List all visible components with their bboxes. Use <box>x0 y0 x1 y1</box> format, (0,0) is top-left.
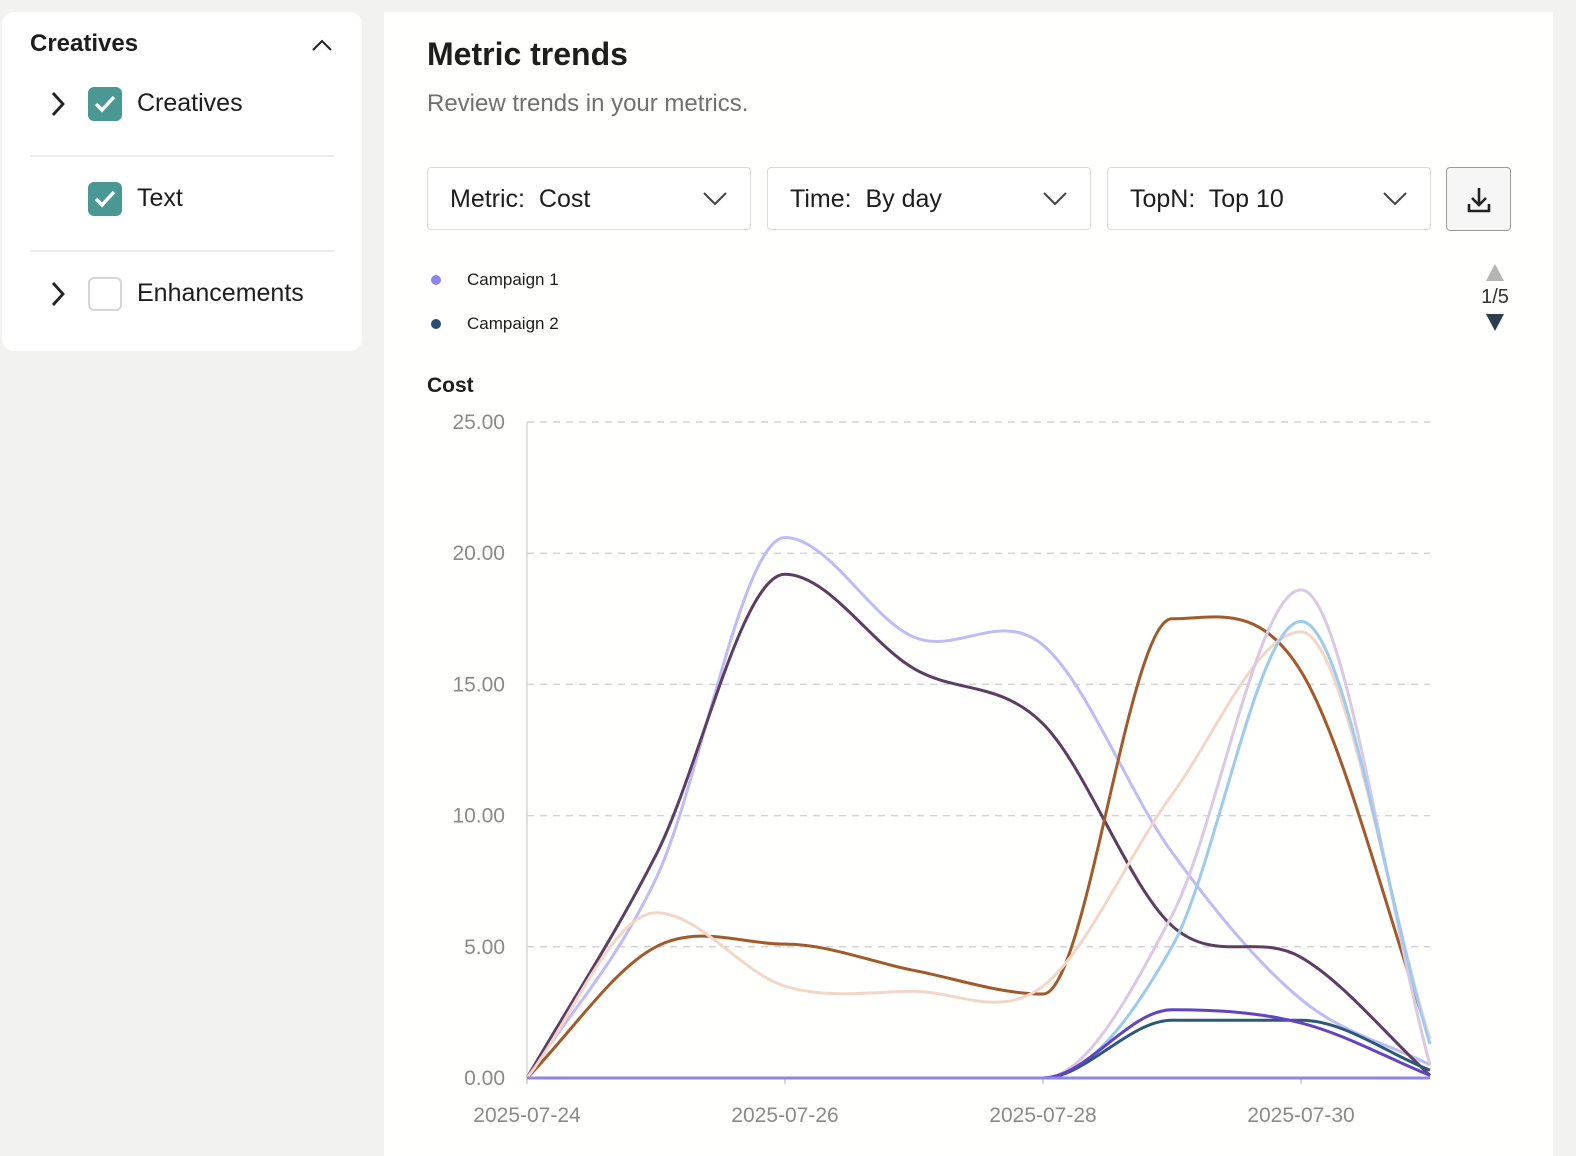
series-line-4 <box>525 630 1432 1079</box>
checkbox-creatives[interactable] <box>88 87 122 121</box>
chevron-down-icon <box>1383 192 1407 206</box>
legend-dot <box>431 319 441 329</box>
y-tick-label: 10.00 <box>452 805 505 828</box>
series-line-7 <box>527 1018 1431 1080</box>
metric-trends-panel: Metric trends Review trends in your metr… <box>384 12 1553 1156</box>
y-tick-label: 0.00 <box>464 1067 505 1090</box>
x-tick-label: 2025-07-26 <box>731 1104 838 1127</box>
time-dropdown[interactable]: Time: By day <box>767 167 1091 230</box>
panel-title: Creatives <box>30 30 139 57</box>
series-line-2 <box>525 572 1432 1079</box>
dropdown-label: Time: By day <box>790 185 942 213</box>
check-icon <box>94 95 116 113</box>
download-icon <box>1467 188 1491 213</box>
chevron-up-icon[interactable] <box>310 34 334 58</box>
y-tick-label: 20.00 <box>452 542 505 565</box>
metric-dropdown[interactable]: Metric: Cost <box>427 167 751 230</box>
tree-item-label: Creatives <box>137 89 243 117</box>
dropdown-label: TopN: Top 10 <box>1130 185 1284 213</box>
x-tick-label: 2025-07-24 <box>473 1104 581 1127</box>
chevron-down-icon <box>1043 192 1067 206</box>
tree-item-text[interactable]: Text <box>30 156 334 252</box>
line-chart: 0.00 5.00 10.00 15.00 20.00 25.00 2025-07-24 20… <box>452 411 1432 1127</box>
filter-panel: Creatives Creatives Text Enhancements <box>2 12 362 351</box>
y-tick-label: 25.00 <box>452 411 505 434</box>
x-tick-label: 2025-07-28 <box>989 1104 1096 1127</box>
chevron-right-icon[interactable] <box>48 279 68 309</box>
pager-down-icon[interactable] <box>1486 314 1504 331</box>
tree-item-enhancements[interactable]: Enhancements <box>30 251 334 345</box>
legend-label: Campaign 2 <box>467 314 559 333</box>
check-icon <box>94 190 116 208</box>
topn-dropdown[interactable]: TopN: Top 10 <box>1107 167 1431 230</box>
series-line-3 <box>525 615 1432 1080</box>
page-subtitle: Review trends in your metrics. <box>427 90 749 117</box>
legend-label: Campaign 1 <box>467 270 559 289</box>
checkbox-text[interactable] <box>88 182 122 216</box>
y-tick-label: 15.00 <box>452 673 505 696</box>
dropdown-label: Metric: Cost <box>450 185 591 213</box>
y-axis-label: Cost <box>427 374 474 397</box>
tree-item-label: Text <box>137 184 183 212</box>
series-line-8 <box>527 1008 1431 1080</box>
legend-dot <box>431 275 441 285</box>
chevron-down-icon <box>703 192 727 206</box>
pager-up-icon[interactable] <box>1486 264 1504 281</box>
download-button[interactable] <box>1446 167 1511 231</box>
legend-pager: 1/5 <box>1474 264 1516 331</box>
tree-item-creatives[interactable]: Creatives <box>30 61 334 157</box>
checkbox-enhancements[interactable] <box>88 277 122 311</box>
tree-item-label: Enhancements <box>137 279 304 307</box>
page-title: Metric trends <box>427 36 628 72</box>
x-tick-label: 2025-07-30 <box>1247 1104 1354 1127</box>
series-line-1 <box>525 535 1431 1079</box>
chevron-right-icon[interactable] <box>48 89 68 119</box>
y-tick-label: 5.00 <box>464 936 505 959</box>
pager-text: 1/5 <box>1481 286 1509 308</box>
